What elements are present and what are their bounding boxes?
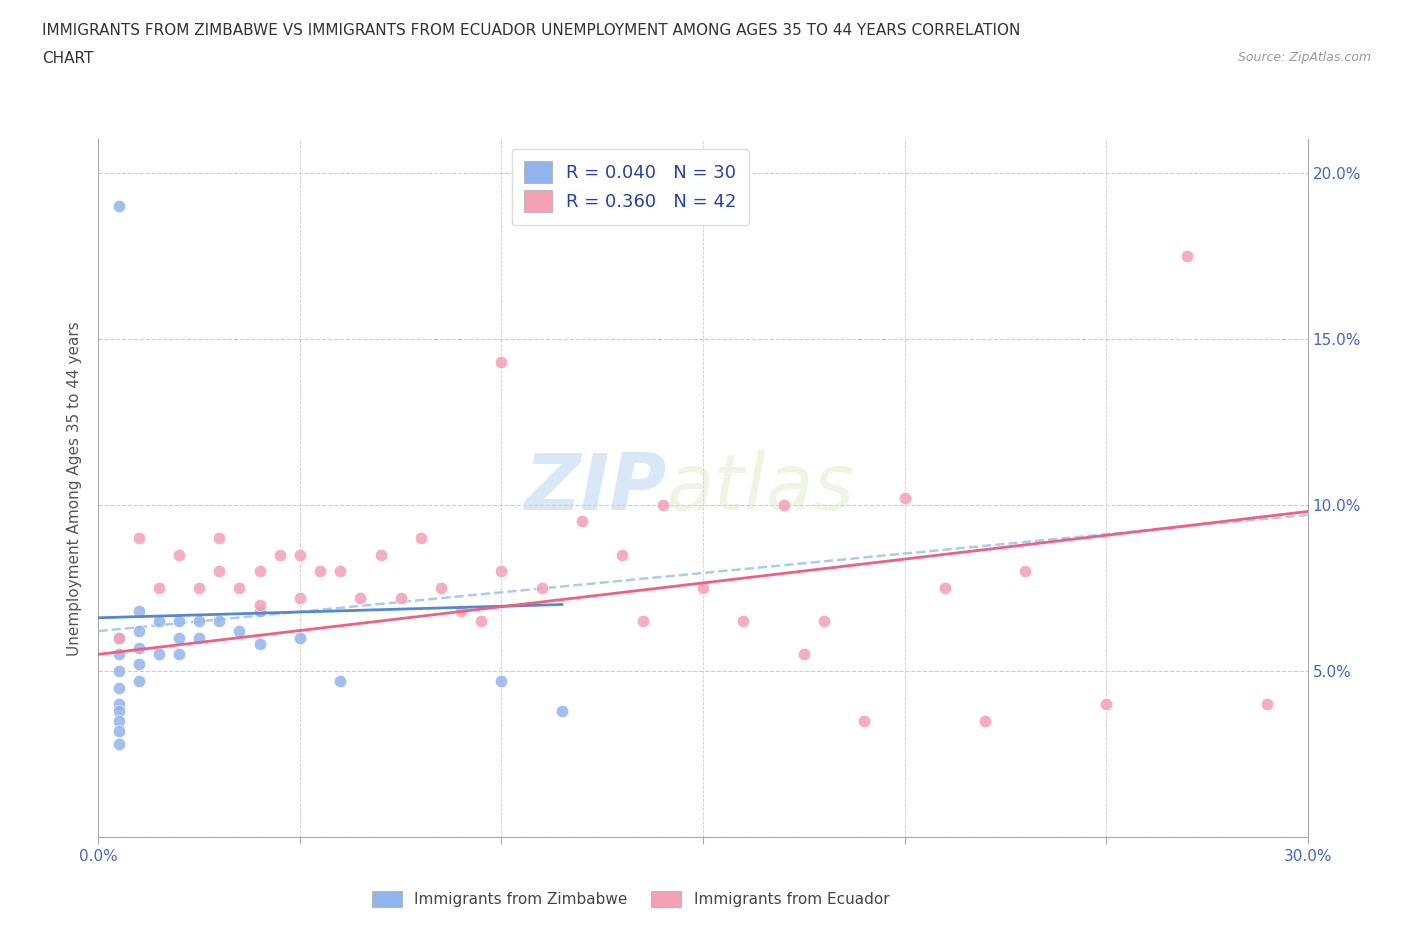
Text: Source: ZipAtlas.com: Source: ZipAtlas.com (1237, 51, 1371, 64)
Point (692, 580, 714, 595)
Point (269, 547, 291, 562)
Point (389, 591, 412, 605)
Point (934, 580, 956, 595)
Point (370, 547, 392, 562)
Point (530, 580, 553, 595)
Point (107, 724, 129, 738)
Point (571, 514, 593, 529)
Point (228, 580, 250, 595)
Text: CHART: CHART (42, 51, 94, 66)
Point (167, 547, 190, 562)
Point (491, 354, 513, 369)
Point (107, 713, 129, 728)
Point (148, 614, 170, 629)
Point (1256, 697, 1278, 711)
Point (107, 680, 129, 695)
Point (167, 614, 190, 629)
Point (772, 498, 794, 512)
Point (208, 531, 231, 546)
Point (107, 737, 129, 751)
Point (208, 614, 231, 629)
Point (148, 647, 170, 662)
Point (228, 624, 250, 639)
Point (249, 564, 271, 578)
Y-axis label: Unemployment Among Ages 35 to 44 years: Unemployment Among Ages 35 to 44 years (67, 321, 83, 656)
Legend: Immigrants from Zimbabwe, Immigrants from Ecuador: Immigrants from Zimbabwe, Immigrants fro… (366, 884, 896, 913)
Point (288, 547, 311, 562)
Point (1095, 697, 1118, 711)
Point (329, 564, 352, 578)
Point (249, 597, 271, 612)
Point (249, 637, 271, 652)
Point (491, 564, 513, 578)
Point (1014, 564, 1036, 578)
Point (470, 614, 492, 629)
Point (329, 673, 352, 688)
Point (107, 631, 129, 645)
Point (288, 591, 311, 605)
Point (1175, 248, 1198, 263)
Point (793, 647, 815, 662)
Point (128, 624, 150, 639)
Point (974, 713, 997, 728)
Point (128, 531, 150, 546)
Point (612, 547, 634, 562)
Point (107, 703, 129, 718)
Point (188, 631, 211, 645)
Point (148, 580, 170, 595)
Text: ZIP: ZIP (524, 450, 666, 526)
Point (107, 198, 129, 213)
Point (128, 657, 150, 671)
Point (853, 713, 876, 728)
Point (893, 491, 915, 506)
Point (491, 673, 513, 688)
Point (128, 673, 150, 688)
Point (409, 531, 432, 546)
Point (430, 580, 453, 595)
Text: atlas: atlas (666, 450, 855, 526)
Point (631, 614, 654, 629)
Point (128, 604, 150, 618)
Point (107, 663, 129, 678)
Point (733, 614, 755, 629)
Point (107, 647, 129, 662)
Point (128, 640, 150, 655)
Point (813, 614, 835, 629)
Point (107, 631, 129, 645)
Point (288, 631, 311, 645)
Point (651, 498, 673, 512)
Point (249, 604, 271, 618)
Point (349, 591, 371, 605)
Point (167, 631, 190, 645)
Point (309, 564, 332, 578)
Point (208, 564, 231, 578)
Point (188, 580, 211, 595)
Point (167, 647, 190, 662)
Point (188, 614, 211, 629)
Point (450, 604, 472, 618)
Text: IMMIGRANTS FROM ZIMBABWE VS IMMIGRANTS FROM ECUADOR UNEMPLOYMENT AMONG AGES 35 T: IMMIGRANTS FROM ZIMBABWE VS IMMIGRANTS F… (42, 23, 1021, 38)
Point (107, 697, 129, 711)
Point (551, 703, 574, 718)
